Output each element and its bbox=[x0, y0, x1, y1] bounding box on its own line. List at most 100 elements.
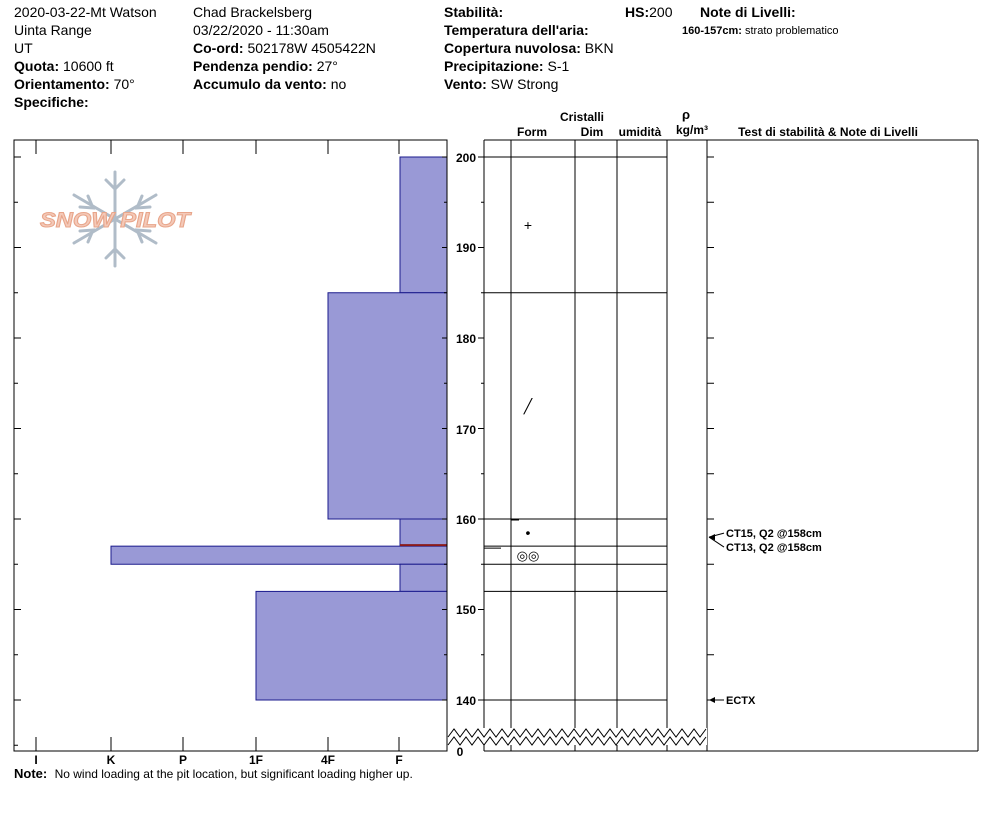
test-label-0: CT15, Q2 @158cm bbox=[726, 528, 822, 540]
coords-value: 502178W 4505422N bbox=[247, 40, 376, 56]
test-label-1: CT13, Q2 @158cm bbox=[726, 542, 822, 554]
density-unit: kg/m³ bbox=[676, 123, 708, 137]
wind-value: SW Strong bbox=[490, 76, 559, 92]
crystals-header: Cristalli bbox=[560, 110, 604, 124]
crystal-table bbox=[483, 139, 979, 752]
pit-note-label: Note: bbox=[14, 766, 48, 781]
layer-bar-0 bbox=[399, 156, 448, 294]
wind-loading-label: Accumulo da vento: bbox=[193, 76, 327, 92]
size-header: Dim bbox=[581, 125, 604, 139]
air-temp-field: Temperatura dell'aria: bbox=[444, 21, 614, 39]
test-arrow-head-2 bbox=[709, 697, 715, 703]
precip-field: Precipitazione: S-1 bbox=[444, 57, 614, 75]
depth-label-140: 140 bbox=[456, 694, 476, 708]
layer-bar-4 bbox=[399, 563, 448, 592]
density-symbol: ρ bbox=[682, 107, 690, 122]
depth-label-160: 160 bbox=[456, 513, 476, 527]
layer-bar-1 bbox=[327, 292, 448, 520]
snowflake-icon bbox=[72, 170, 158, 268]
depth-label-200: 200 bbox=[456, 151, 476, 165]
hs-label: HS: bbox=[625, 4, 650, 20]
hs-field: HS:200 bbox=[625, 3, 672, 21]
slope-field: Pendenza pendio: 27° bbox=[193, 57, 376, 75]
grain-form-symbol-1: ╱ bbox=[523, 398, 534, 415]
test-arrow-head-1 bbox=[709, 534, 715, 541]
precip-value: S-1 bbox=[547, 58, 570, 74]
snowpilot-logo: SNOW PILOT bbox=[40, 170, 193, 268]
hardness-label-4f: 4F bbox=[321, 753, 335, 767]
hardness-label-k: K bbox=[107, 753, 116, 767]
hardness-label-f: F bbox=[395, 753, 402, 767]
sky-value: BKN bbox=[584, 40, 614, 56]
hardness-axis-ticks bbox=[14, 140, 400, 751]
depth-label-180: 180 bbox=[456, 332, 476, 346]
test-arrow-line-1 bbox=[708, 536, 725, 548]
logo-text: SNOW PILOT bbox=[40, 209, 192, 232]
layer-note-text: strato problematico bbox=[745, 25, 839, 37]
sky-label: Copertura nuvolosa: bbox=[444, 40, 581, 56]
zigzag-background bbox=[448, 728, 707, 745]
specifics-label: Specifiche: bbox=[14, 94, 89, 110]
slope-label: Pendenza pendio: bbox=[193, 58, 313, 74]
depth-axis bbox=[442, 140, 714, 751]
hardness-label-p: P bbox=[179, 753, 187, 767]
layer-bar-5 bbox=[255, 590, 448, 701]
hs-value: 200 bbox=[649, 4, 673, 20]
observation-datetime: 03/22/2020 - 11:30am bbox=[193, 22, 329, 38]
depth-break-zigzag bbox=[447, 728, 707, 746]
range-name: Uinta Range bbox=[14, 22, 92, 38]
hardness-label-i: I bbox=[34, 753, 37, 767]
aspect-field: Orientamento: 70° bbox=[14, 75, 157, 93]
zigzag-line-upper bbox=[447, 728, 707, 738]
depth-label-0: 0 bbox=[457, 745, 464, 759]
layer-boundary-lines bbox=[484, 156, 667, 701]
elevation-value: 10600 ft bbox=[63, 58, 114, 74]
pit-info-middle: Chad Brackelsberg 03/22/2020 - 11:30am C… bbox=[193, 3, 376, 93]
coords-label: Co-ord: bbox=[193, 40, 244, 56]
form-header: Form bbox=[517, 125, 547, 139]
zigzag-line-lower bbox=[447, 736, 707, 746]
hardness-layers bbox=[110, 156, 448, 701]
elevation-field: Quota: 10600 ft bbox=[14, 57, 157, 75]
observer-name: Chad Brackelsberg bbox=[193, 4, 313, 20]
sky-field: Copertura nuvolosa: BKN bbox=[444, 39, 614, 57]
pit-name: 2020-03-22-Mt Watson bbox=[14, 4, 157, 20]
aspect-label: Orientamento: bbox=[14, 76, 110, 92]
specifics-field: Specifiche: bbox=[14, 93, 157, 111]
hardness-label-1f: 1F bbox=[249, 753, 263, 767]
moisture-header: umidità bbox=[619, 125, 662, 139]
pit-note-text: No wind loading at the pit location, but… bbox=[54, 767, 413, 781]
pit-info-conditions: Stabilità: Temperatura dell'aria: Copert… bbox=[444, 3, 614, 93]
coords-field: Co-ord: 502178W 4505422N bbox=[193, 39, 376, 57]
wind-field: Vento: SW Strong bbox=[444, 75, 614, 93]
tests-header: Test di stabilità & Note di Livelli bbox=[738, 125, 918, 139]
pit-note: Note: No wind loading at the pit locatio… bbox=[14, 765, 413, 783]
depth-label-190: 190 bbox=[456, 241, 476, 255]
air-temp-label: Temperatura dell'aria: bbox=[444, 22, 589, 38]
layer-bar-3 bbox=[110, 545, 448, 565]
grain-form-symbols: + ╱ • ◎◎ bbox=[517, 217, 540, 563]
pit-info-left: 2020-03-22-Mt Watson Uinta Range UT Quot… bbox=[14, 3, 157, 111]
layer-notes-label: Note di Livelli: bbox=[700, 4, 796, 20]
precip-label: Precipitazione: bbox=[444, 58, 544, 74]
stability-field: Stabilità: bbox=[444, 3, 614, 21]
slope-value: 27° bbox=[316, 58, 338, 74]
elevation-label: Quota: bbox=[14, 58, 60, 74]
layer-bar-2 bbox=[399, 518, 448, 547]
grain-form-symbol-3: ◎◎ bbox=[517, 548, 540, 563]
state-name: UT bbox=[14, 40, 33, 56]
wind-loading-field: Accumulo da vento: no bbox=[193, 75, 376, 93]
layer-notes-header: Note di Livelli: bbox=[700, 3, 796, 21]
stability-test-marks: CT15, Q2 @158cm CT13, Q2 @158cm ECTX bbox=[708, 528, 822, 707]
wind-label: Vento: bbox=[444, 76, 487, 92]
aspect-value: 70° bbox=[113, 76, 135, 92]
layer-note-entry: 160-157cm: strato problematico bbox=[682, 22, 839, 40]
depth-label-150: 150 bbox=[456, 603, 476, 617]
stability-label: Stabilità: bbox=[444, 4, 504, 20]
grain-form-symbol-0: + bbox=[524, 217, 532, 233]
grain-form-symbol-2: • bbox=[526, 525, 531, 541]
test-label-2: ECTX bbox=[726, 695, 756, 707]
wind-loading-value: no bbox=[330, 76, 347, 92]
depth-label-170: 170 bbox=[456, 423, 476, 437]
